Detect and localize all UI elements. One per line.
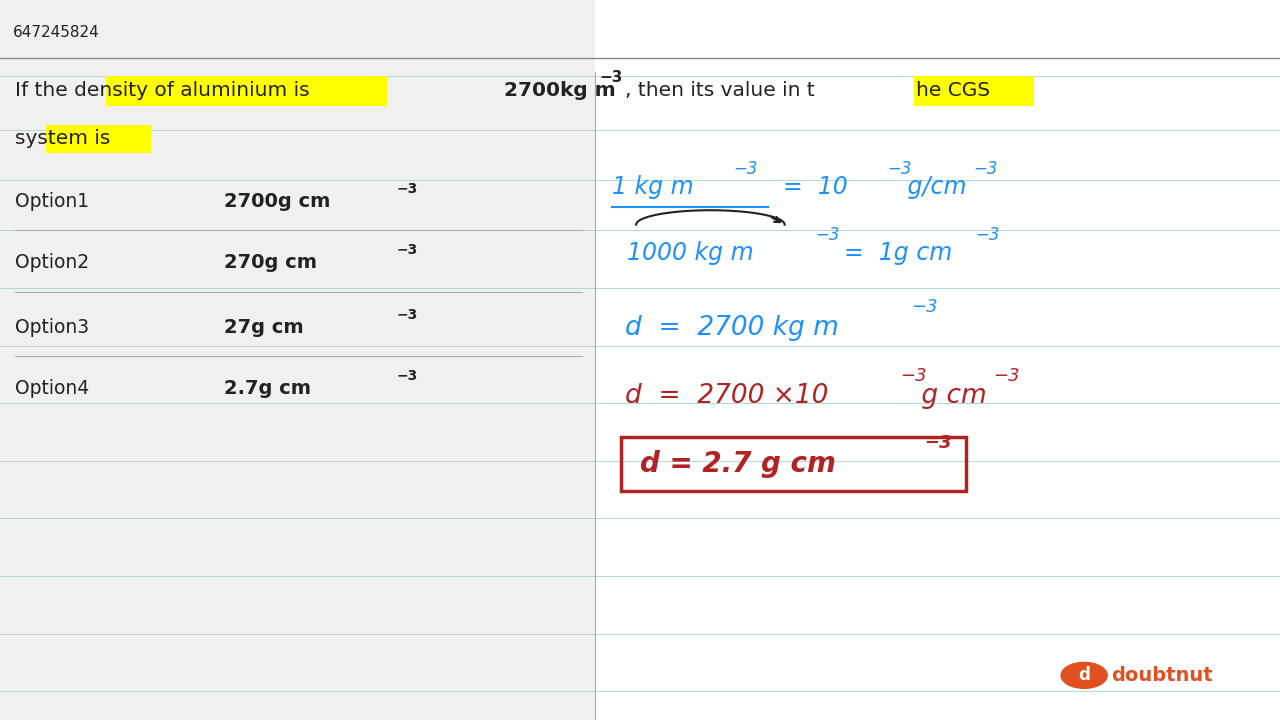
Text: −3: −3 (815, 226, 840, 245)
Text: −3: −3 (397, 369, 419, 383)
Text: g/cm: g/cm (900, 175, 966, 199)
Text: 2700kg m: 2700kg m (504, 81, 616, 99)
Text: Option4: Option4 (15, 379, 90, 398)
Text: Option1: Option1 (15, 192, 90, 211)
Text: 2700g cm: 2700g cm (224, 192, 330, 211)
Text: If the density of aluminium is: If the density of aluminium is (15, 81, 316, 99)
Text: −3: −3 (993, 367, 1020, 384)
Text: 270g cm: 270g cm (224, 253, 317, 272)
Text: −3: −3 (397, 307, 419, 322)
Text: 647245824: 647245824 (13, 25, 100, 40)
Text: −3: −3 (397, 243, 419, 257)
Text: g cm: g cm (913, 383, 987, 409)
Text: −3: −3 (973, 161, 997, 179)
Text: 27g cm: 27g cm (224, 318, 303, 337)
Text: −3: −3 (924, 433, 952, 452)
Text: −3: −3 (911, 298, 938, 317)
Text: −3: −3 (397, 181, 419, 196)
Circle shape (1061, 662, 1107, 688)
Text: d  =  2700 ×10: d = 2700 ×10 (625, 383, 828, 409)
Text: system is: system is (15, 129, 111, 148)
Text: d: d (1078, 667, 1091, 684)
Text: −3: −3 (599, 70, 622, 84)
FancyBboxPatch shape (0, 0, 595, 720)
Text: =  10: = 10 (768, 175, 847, 199)
Text: =  1g cm: = 1g cm (829, 241, 952, 266)
Text: doubtnut: doubtnut (1111, 666, 1212, 685)
Text: 2.7g cm: 2.7g cm (224, 379, 311, 398)
Text: −3: −3 (900, 367, 927, 384)
FancyBboxPatch shape (106, 76, 387, 106)
Text: d  =  2700 kg m: d = 2700 kg m (625, 315, 838, 341)
FancyBboxPatch shape (914, 76, 1034, 106)
FancyBboxPatch shape (595, 0, 1280, 720)
Text: Option2: Option2 (15, 253, 90, 272)
Text: 1000 kg m: 1000 kg m (627, 241, 754, 266)
Text: −3: −3 (733, 161, 758, 179)
Text: −3: −3 (975, 226, 1000, 245)
Text: −3: −3 (887, 161, 911, 179)
Text: Option3: Option3 (15, 318, 90, 337)
Text: , then its value in t: , then its value in t (625, 81, 814, 99)
Text: d = 2.7 g cm: d = 2.7 g cm (640, 451, 836, 478)
FancyBboxPatch shape (46, 125, 151, 153)
Text: he CGS: he CGS (916, 81, 991, 99)
Text: 1 kg m: 1 kg m (612, 175, 694, 199)
